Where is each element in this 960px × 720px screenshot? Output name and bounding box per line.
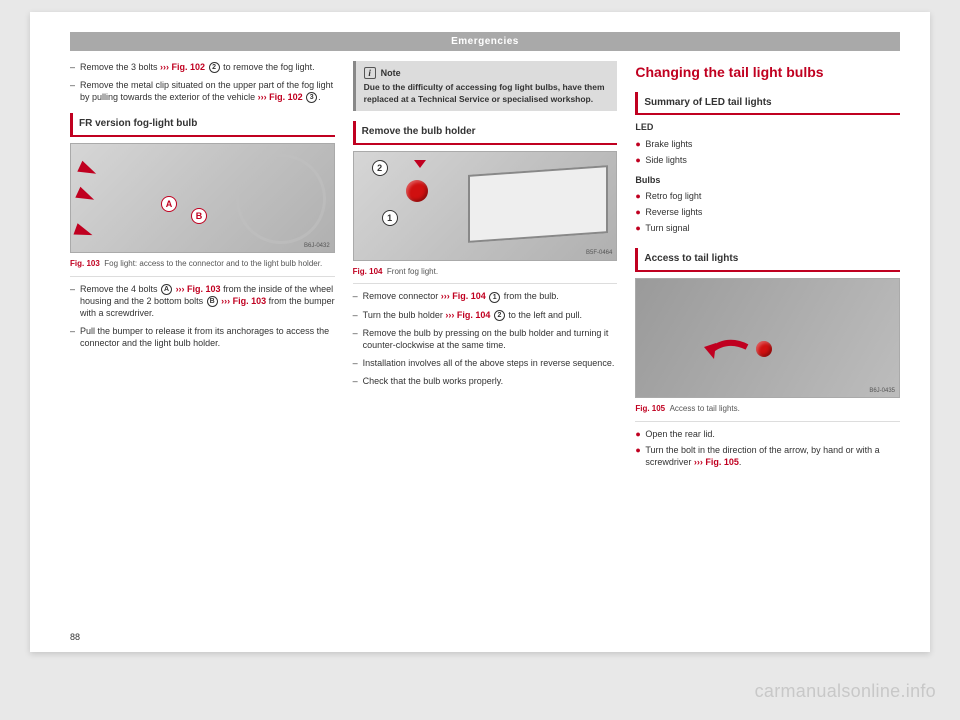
arrow-icon [77,161,98,179]
figure-marker-1: 1 [382,210,398,226]
figure-marker-b: B [191,208,207,224]
figure-105-caption: Fig. 105 Access to tail lights. [635,402,900,422]
figure-credit: B5F-0464 [586,249,612,257]
wheel-icon [236,154,326,244]
step-text: Turn the bulb holder ››› Fig. 104 2 to t… [363,309,582,321]
info-icon: i [364,67,376,79]
step: – Check that the bulb works properly. [353,375,618,387]
figure-marker-a: A [161,196,177,212]
list-item: ●Side lights [635,154,900,166]
note-title: i Note [364,67,610,79]
step: – Pull the bumper to release it from its… [70,325,335,349]
step: – Turn the bulb holder ››› Fig. 104 2 to… [353,309,618,321]
bolt-knob [756,341,772,357]
figure-marker-2: 2 [372,160,388,176]
heading-changing-tail-bulbs: Changing the tail light bulbs [635,63,900,82]
list-item: ●Open the rear lid. [635,428,900,440]
note-box: i Note Due to the difficulty of accessin… [353,61,618,111]
watermark: carmanualsonline.info [755,681,936,702]
column-2: i Note Due to the difficulty of accessin… [353,61,618,472]
list-item: ●Turn the bolt in the direction of the a… [635,444,900,468]
list-item: ●Turn signal [635,222,900,234]
step: – Remove the 3 bolts ››› Fig. 102 2 to r… [70,61,335,73]
column-3: Changing the tail light bulbs Summary of… [635,61,900,472]
page-number: 88 [70,632,80,642]
subhead-led: LED [635,121,900,133]
figure-103-caption: Fig. 103 Fog light: access to the connec… [70,257,335,277]
figure-103: A B B6J-0432 [70,143,335,253]
section-access-tail-lights: Access to tail lights [635,248,900,272]
step-text: Installation involves all of the above s… [363,357,615,369]
bulb-knob [406,180,428,202]
step-text: Remove the 3 bolts ››› Fig. 102 2 to rem… [80,61,315,73]
list-item: ●Retro fog light [635,190,900,202]
subhead-bulbs: Bulbs [635,174,900,186]
manual-page: Emergencies – Remove the 3 bolts ››› Fig… [30,12,930,652]
step-text: Remove connector ››› Fig. 104 1 from the… [363,290,559,302]
list-item: ●Reverse lights [635,206,900,218]
section-remove-bulb-holder: Remove the bulb holder [353,121,618,145]
section-fr-fog-bulb: FR version fog-light bulb [70,113,335,137]
column-1: – Remove the 3 bolts ››› Fig. 102 2 to r… [70,61,335,472]
arrow-icon [414,160,426,168]
step-text: Pull the bumper to release it from its a… [80,325,335,349]
list-item: ●Brake lights [635,138,900,150]
figure-105: B6J-0435 [635,278,900,398]
figure-104: 1 2 B5F-0464 [353,151,618,261]
step: – Remove the 4 bolts A ››› Fig. 103 from… [70,283,335,319]
foglight-shape [468,165,608,243]
step-text: Remove the bulb by pressing on the bulb … [363,327,618,351]
step-text: Check that the bulb works properly. [363,375,503,387]
content-columns: – Remove the 3 bolts ››› Fig. 102 2 to r… [70,61,900,472]
step: – Installation involves all of the above… [353,357,618,369]
page-header: Emergencies [70,32,900,51]
step-text: Remove the metal clip situated on the up… [80,79,335,103]
section-summary-led: Summary of LED tail lights [635,92,900,116]
arrow-icon [75,187,96,205]
figure-credit: B6J-0435 [869,387,895,395]
step-text: Remove the 4 bolts A ››› Fig. 103 from t… [80,283,335,319]
curved-arrow-icon [702,337,752,367]
arrow-icon [73,223,94,240]
figure-credit: B6J-0432 [304,242,330,250]
step: – Remove connector ››› Fig. 104 1 from t… [353,290,618,302]
step: – Remove the bulb by pressing on the bul… [353,327,618,351]
step: – Remove the metal clip situated on the … [70,79,335,103]
note-text: Due to the difficulty of accessing fog l… [364,82,610,105]
figure-104-caption: Fig. 104 Front fog light. [353,265,618,285]
